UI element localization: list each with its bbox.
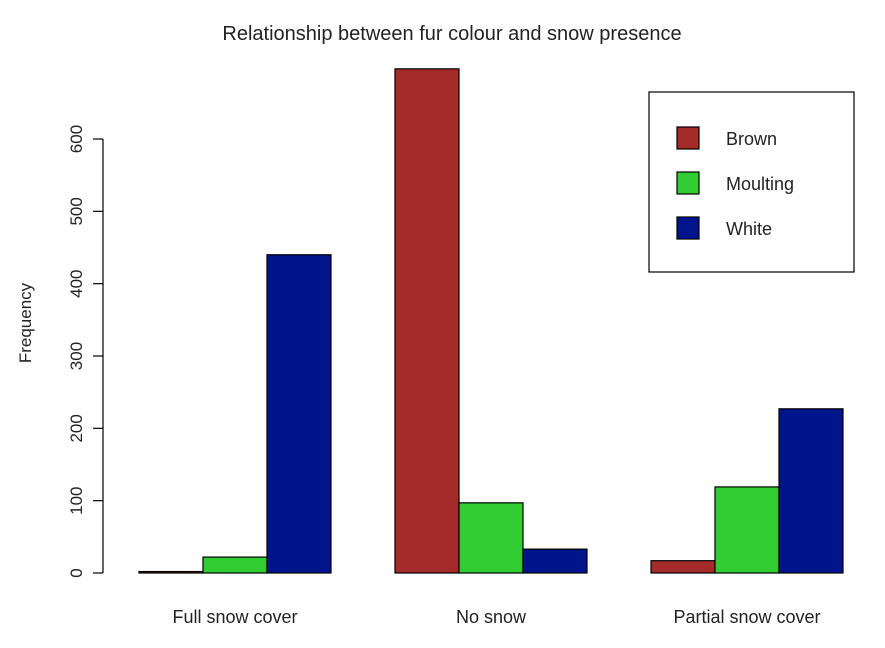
y-tick-label: 600 [67,125,86,153]
x-tick-label: Full snow cover [172,607,297,627]
legend-label: Brown [726,129,777,149]
y-tick-label: 0 [67,568,86,577]
bar-moulting [458,502,524,574]
bar-white [266,254,332,574]
legend-swatch [676,126,700,150]
bar-brown [650,560,716,574]
y-tick-label: 100 [67,486,86,514]
x-tick-label: Partial snow cover [673,607,820,627]
legend-label: Moulting [726,174,794,194]
bar-white [522,548,588,574]
legend-label: White [726,219,772,239]
y-tick-label: 200 [67,414,86,442]
chart-title: Relationship between fur colour and snow… [222,23,681,45]
y-axis-label: Frequency [16,282,35,363]
bar-moulting [202,556,268,574]
bar-white [778,408,844,574]
bar-moulting [714,486,780,574]
legend-swatch [676,171,700,195]
y-tick-label: 500 [67,197,86,225]
y-tick-label: 300 [67,342,86,370]
bar-brown [394,68,460,574]
x-tick-label: No snow [456,607,527,627]
bar-brown [138,570,204,574]
y-tick-label: 400 [67,269,86,297]
legend-swatch [676,216,700,240]
legend: Brown Moulting White [648,91,855,273]
